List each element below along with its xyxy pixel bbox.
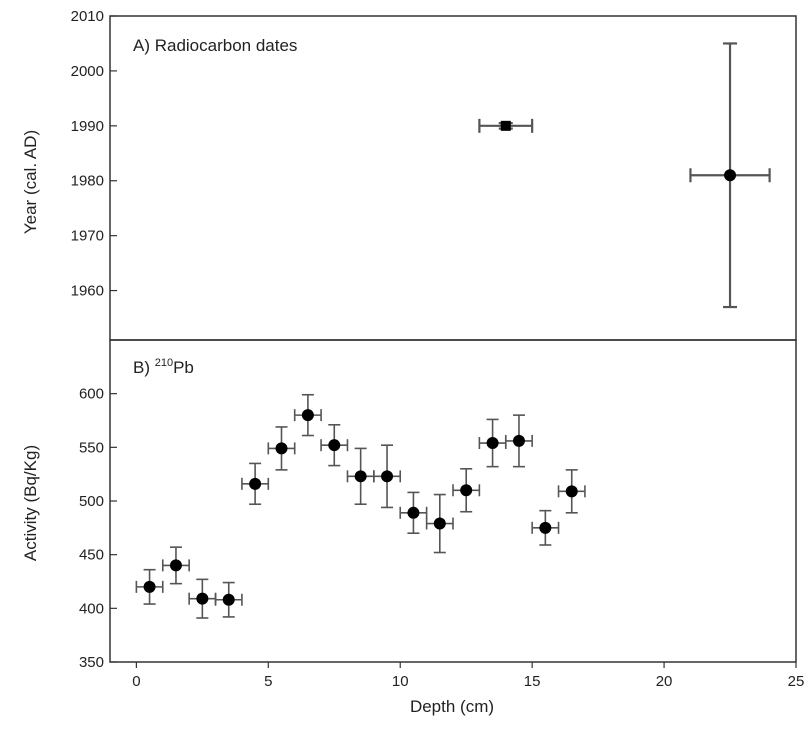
panel-b-point [399,491,428,535]
panel-b-y-tick-label: 550 [79,439,104,456]
panel-b-marker [143,580,156,593]
panel-a-radiocarbon: 1960 1970 1980 1990 2000 2010 [71,8,797,341]
panel-b-y-tick-label: 400 [79,600,104,617]
panel-b-x-tick-label: 0 [132,673,140,690]
panel-b-marker [460,484,473,497]
panel-b-y-tick-label: 350 [79,654,104,671]
panel-b-point [373,444,402,509]
panel-b-marker [433,517,446,530]
panel-b-x-tick-label: 25 [788,673,805,690]
panel-a-label: A) Radiocarbon dates [133,36,297,55]
panel-b-point [135,568,164,605]
panel-a-y-tick-label: 2000 [71,63,104,80]
panel-a-marker [500,120,511,131]
panel-b-label-suffix: Pb [173,358,194,377]
panel-b-marker [328,439,341,452]
panel-b-frame [109,339,797,663]
panel-a-y-tick-label: 2010 [71,8,104,25]
panel-b-marker [381,470,394,483]
panel-b-point [161,546,190,585]
panel-b-label-prefix: B) [133,358,155,377]
panel-b-point [293,393,322,437]
panel-b-marker [486,437,499,450]
panel-a-y-axis-title: Year (cal. AD) [21,130,40,234]
panel-b-marker [169,559,182,572]
panel-a-frame [109,15,797,341]
panel-b-point [452,467,481,513]
panel-b-y-tick-label: 600 [79,386,104,403]
panel-a-marker [724,169,737,182]
panel-b-marker [407,506,420,519]
panel-b-point [557,469,586,514]
panel-a-y-tick-label: 1990 [71,118,104,135]
panel-b-marker [354,470,367,483]
panel-b-x-tick-label: 5 [264,673,272,690]
panel-b-marker [512,434,525,447]
x-axis-title: Depth (cm) [410,697,494,716]
panel-a-y-tick-label: 1980 [71,173,104,190]
panel-b-marker [196,592,209,605]
panel-b-marker [222,593,235,606]
panel-b-marker [249,477,262,490]
panel-b-point [425,493,454,554]
panel-a-y-tick-label: 1970 [71,228,104,245]
panel-b-y-tick-label: 500 [79,493,104,510]
panel-b-point [241,462,270,506]
panel-b-point [214,581,243,618]
panel-b-marker [301,409,314,422]
panel-b-point [504,414,533,468]
panel-b-y-axis-title: Activity (Bq/Kg) [21,445,40,561]
panel-b-point [531,509,560,546]
panel-b-point [188,578,217,619]
panel-b-point [320,423,349,467]
panel-b-point [478,418,507,468]
panel-b-x-tick-label: 20 [656,673,673,690]
panel-b-marker [539,521,552,534]
panel-b-marker [275,442,288,455]
panel-a-y-tick-label: 1960 [71,283,104,300]
panel-b-label-superscript: 210 [155,357,173,369]
panel-b-label: B) 210Pb [133,357,194,377]
panel-b-y-tick-label: 450 [79,547,104,564]
panel-b-marker [565,485,578,498]
panel-b-x-tick-label: 10 [392,673,409,690]
panel-a-point [478,118,534,133]
panel-a-point [689,42,771,309]
panel-b-x-tick-label: 15 [524,673,541,690]
panel-b-point [346,447,375,506]
panel-b-point [267,426,296,471]
panel-b-lead-210: 350 400 450 500 550 600 0 5 10 15 20 25 [79,339,805,690]
